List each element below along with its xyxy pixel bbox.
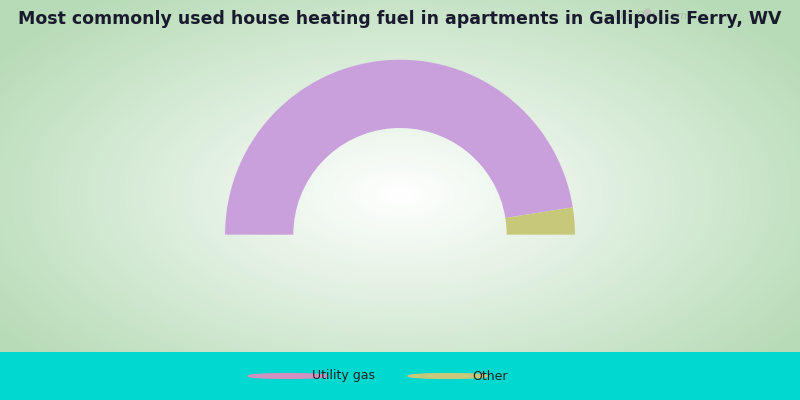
Text: Most commonly used house heating fuel in apartments in Gallipolis Ferry, WV: Most commonly used house heating fuel in… xyxy=(18,10,782,28)
Text: Other: Other xyxy=(472,370,507,382)
Circle shape xyxy=(248,374,328,378)
Text: City-Data.com: City-Data.com xyxy=(614,11,688,21)
Circle shape xyxy=(408,374,488,378)
Wedge shape xyxy=(506,207,575,235)
Text: Utility gas: Utility gas xyxy=(312,370,375,382)
Wedge shape xyxy=(225,60,573,235)
